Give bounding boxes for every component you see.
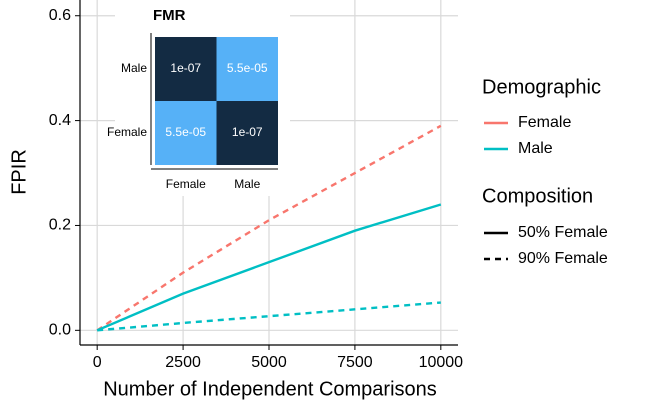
y-tick-label: 0.2 (49, 217, 71, 234)
y-axis-title: FPIR (8, 149, 30, 195)
legend-label: Female (518, 114, 571, 131)
legend-label: Male (518, 140, 553, 157)
x-tick-label: 10000 (419, 354, 464, 371)
x-tick-label: 5000 (251, 354, 287, 371)
heatmap-cell-label: 5.5e-05 (165, 125, 206, 139)
series-line (96, 203, 442, 332)
inset-column-label: Female (166, 177, 206, 191)
heatmap-cell-label: 5.5e-05 (227, 61, 268, 75)
heatmap-cell (216, 101, 278, 165)
inset-row-label: Male (121, 61, 147, 75)
y-tick-label: 0.0 (49, 322, 71, 339)
legend-title: Demographic (482, 76, 601, 98)
inset-row-label: Female (107, 125, 147, 139)
x-tick-label: 7500 (337, 354, 373, 371)
inset-title: FMR (153, 7, 186, 24)
x-axis-title: Number of Independent Comparisons (103, 378, 437, 400)
heatmap-cell-label: 1e-07 (232, 125, 263, 139)
x-tick-label: 0 (93, 354, 102, 371)
heatmap-cell (155, 37, 217, 101)
legend-label: 90% Female (518, 250, 608, 267)
series-line (97, 301, 441, 332)
y-tick-label: 0.6 (49, 7, 71, 24)
heatmap-cell (216, 37, 278, 101)
legend-label: 50% Female (518, 224, 608, 241)
heatmap-cell (155, 101, 217, 165)
inset-column-label: Male (234, 177, 260, 191)
y-tick-label: 0.4 (49, 112, 71, 129)
series-line (96, 124, 442, 332)
x-tick-label: 2500 (165, 354, 201, 371)
legend-title: Composition (482, 185, 593, 207)
heatmap-cell-label: 1e-07 (170, 61, 201, 75)
